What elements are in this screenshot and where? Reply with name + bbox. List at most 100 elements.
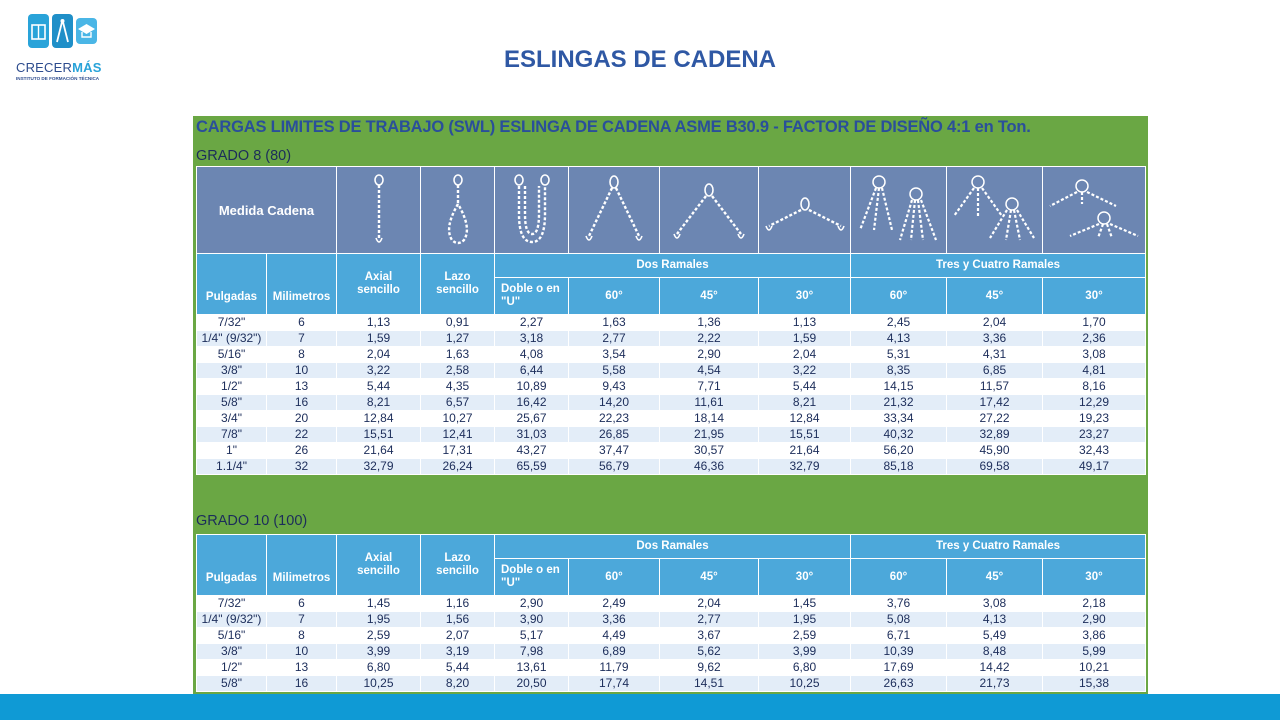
cell-lazo: 26,24 [420, 458, 495, 475]
cell-dos-60: 2,77 [568, 330, 660, 347]
cell-dos-60: 11,79 [568, 659, 660, 676]
cell-doble: 43,27 [494, 442, 569, 459]
logo-brand: CRECERMÁS [16, 60, 102, 75]
cell-tres-45: 4,13 [946, 611, 1043, 628]
cell-dos-30: 1,95 [758, 611, 851, 628]
col-doble: Doble o en "U" [494, 277, 569, 315]
cell-doble: 4,08 [494, 346, 569, 363]
cell-lazo: 2,58 [420, 362, 495, 379]
cell-tres-30: 1,70 [1042, 314, 1146, 331]
cell-tres-60: 10,39 [850, 643, 947, 660]
col-tres-45: 45° [946, 558, 1043, 596]
cell-axial: 5,44 [336, 378, 421, 395]
cell-doble: 65,59 [494, 458, 569, 475]
cell-pulgadas: 1/4" (9/32") [196, 611, 267, 628]
cell-milimetros: 10 [266, 362, 337, 379]
col-group-dos-ramales: Dos Ramales [494, 534, 851, 559]
cell-tres-30: 2,90 [1042, 611, 1146, 628]
cell-tres-60: 5,08 [850, 611, 947, 628]
col-tres-30: 30° [1042, 558, 1146, 596]
cell-tres-45: 4,31 [946, 346, 1043, 363]
cell-dos-30: 3,22 [758, 362, 851, 379]
cell-lazo: 1,27 [420, 330, 495, 347]
cell-tres-30: 12,29 [1042, 394, 1146, 411]
cell-doble: 3,18 [494, 330, 569, 347]
cell-milimetros: 6 [266, 595, 337, 612]
book-icon [28, 14, 49, 48]
cell-lazo: 1,16 [420, 595, 495, 612]
cell-milimetros: 6 [266, 314, 337, 331]
col-dos-45: 45° [659, 277, 759, 315]
cell-doble: 31,03 [494, 426, 569, 443]
cell-dos-45: 9,62 [659, 659, 759, 676]
cell-tres-60: 14,15 [850, 378, 947, 395]
cell-dos-45: 46,36 [659, 458, 759, 475]
two-leg-45-chain-icon [659, 166, 759, 254]
cell-tres-45: 14,42 [946, 659, 1043, 676]
cell-tres-30: 19,23 [1042, 410, 1146, 427]
col-lazo: Lazo sencillo [420, 253, 495, 315]
col-axial: Axial sencillo [336, 253, 421, 315]
table-row: 5/16" 8 2,59 2,07 5,17 4,49 3,67 2,59 6,71 5,49 3,… [196, 627, 1146, 644]
cell-pulgadas: 1/2" [196, 659, 267, 676]
cell-axial: 1,59 [336, 330, 421, 347]
cell-tres-60: 56,20 [850, 442, 947, 459]
cell-tres-30: 49,17 [1042, 458, 1146, 475]
cell-dos-45: 18,14 [659, 410, 759, 427]
cell-doble: 13,61 [494, 659, 569, 676]
cell-milimetros: 32 [266, 458, 337, 475]
cell-dos-45: 4,54 [659, 362, 759, 379]
table-row: 5/8" 16 10,25 8,20 20,50 17,74 14,51 10,25 26,63… [196, 675, 1146, 692]
col-pulgadas: Pulgadas [196, 534, 267, 596]
swl-chart-panel: CARGAS LIMITES DE TRABAJO (SWL) ESLINGA … [193, 116, 1148, 694]
two-leg-60-chain-icon [568, 166, 660, 254]
cell-tres-30: 3,08 [1042, 346, 1146, 363]
logo-subtitle: INSTITUTO DE FORMACIÓN TÉCNICA [16, 76, 100, 81]
cell-dos-60: 5,58 [568, 362, 660, 379]
table-row: 3/8" 10 3,99 3,19 7,98 6,89 5,62 3,99 10,39 8,48 5… [196, 643, 1146, 660]
cell-doble: 2,27 [494, 314, 569, 331]
cell-pulgadas: 1" [196, 442, 267, 459]
col-group-tres-cuatro: Tres y Cuatro Ramales [850, 534, 1146, 559]
table-row: 1/4" (9/32") 7 1,59 1,27 3,18 2,77 2,22 1,59 4,1… [196, 330, 1146, 347]
cell-pulgadas: 1/2" [196, 378, 267, 395]
three-four-leg-30-chain-icon [1042, 166, 1146, 254]
sling-diagram-row: Medida Cadena [196, 166, 1146, 254]
cell-lazo: 2,07 [420, 627, 495, 644]
cell-dos-60: 37,47 [568, 442, 660, 459]
col-dos-30: 30° [758, 277, 851, 315]
cell-lazo: 1,56 [420, 611, 495, 628]
col-pulgadas: Pulgadas [196, 253, 267, 315]
cell-tres-45: 27,22 [946, 410, 1043, 427]
cell-milimetros: 22 [266, 426, 337, 443]
cell-tres-30: 2,18 [1042, 595, 1146, 612]
table-header-row: Pulgadas Milimetros Axial sencillo Lazo … [196, 534, 1146, 596]
cell-dos-45: 11,61 [659, 394, 759, 411]
cell-pulgadas: 3/4" [196, 410, 267, 427]
cell-dos-60: 3,54 [568, 346, 660, 363]
cell-tres-30: 32,43 [1042, 442, 1146, 459]
cell-dos-30: 1,13 [758, 314, 851, 331]
single-leg-chain-icon [336, 166, 421, 254]
cell-dos-30: 21,64 [758, 442, 851, 459]
col-group-tres-cuatro: Tres y Cuatro Ramales [850, 253, 1146, 278]
basket-loop-chain-icon [420, 166, 495, 254]
cell-tres-45: 3,36 [946, 330, 1043, 347]
cell-tres-60: 17,69 [850, 659, 947, 676]
table-row: 1" 26 21,64 17,31 43,27 37,47 30,57 21,64 56,20 4… [196, 442, 1146, 459]
cell-tres-45: 11,57 [946, 378, 1043, 395]
col-milimetros: Milimetros [266, 534, 337, 596]
table-header-row: Pulgadas Milimetros Axial sencillo Lazo … [196, 253, 1146, 315]
cell-tres-60: 5,31 [850, 346, 947, 363]
table-row: 3/4" 20 12,84 10,27 25,67 22,23 18,14 12,84 33,3… [196, 410, 1146, 427]
cell-axial: 1,45 [336, 595, 421, 612]
double-basket-chain-icon [494, 166, 569, 254]
cell-dos-30: 2,59 [758, 627, 851, 644]
cell-milimetros: 7 [266, 330, 337, 347]
cell-tres-60: 33,34 [850, 410, 947, 427]
cell-pulgadas: 5/8" [196, 394, 267, 411]
col-dos-45: 45° [659, 558, 759, 596]
col-doble: Doble o en "U" [494, 558, 569, 596]
cell-dos-30: 8,21 [758, 394, 851, 411]
cell-axial: 1,95 [336, 611, 421, 628]
